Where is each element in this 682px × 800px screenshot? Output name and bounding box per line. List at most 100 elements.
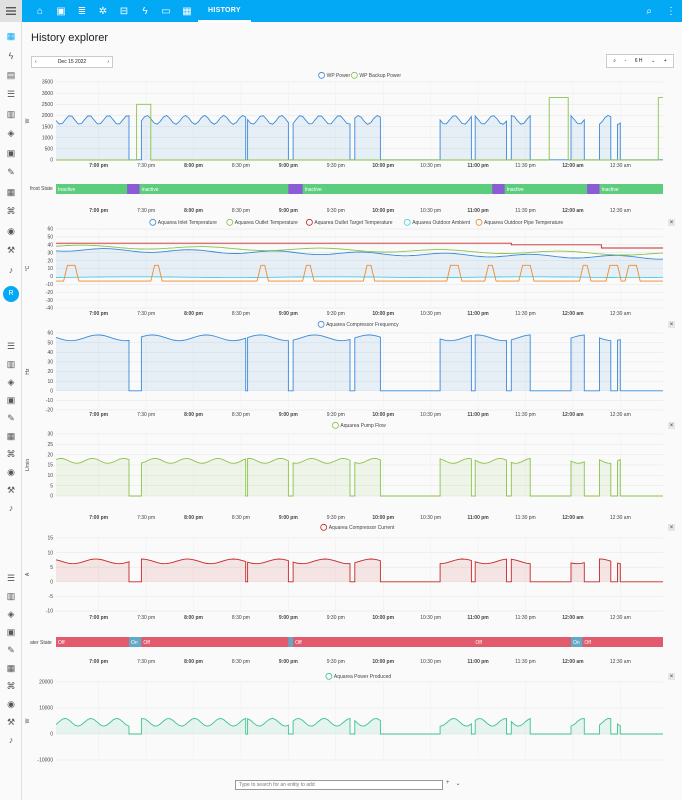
outdoor-pipe-temp-line[interactable] <box>56 264 663 282</box>
bell-icon[interactable]: ♪ <box>8 503 14 513</box>
database-icon[interactable]: ◉ <box>7 698 15 709</box>
legend-label[interactable]: Aquarea Compressor Frequency <box>326 322 399 328</box>
network-icon[interactable]: ⌘ <box>6 448 16 459</box>
database-icon[interactable]: ◉ <box>7 466 15 477</box>
legend-label[interactable]: Aquarea Power Produced <box>334 674 391 680</box>
legend-label[interactable]: Aquarea Outlet Temperature <box>235 220 298 226</box>
zoom-in-button[interactable]: + <box>663 58 667 64</box>
van-icon[interactable]: ▭ <box>161 5 171 17</box>
next-day-button[interactable]: › <box>107 59 109 65</box>
legend-marker[interactable] <box>403 218 411 226</box>
wp-power-line[interactable] <box>55 114 663 161</box>
chart-legend[interactable]: Aquarea Power Produced <box>325 672 391 680</box>
water-state-timeline[interactable]: Off On Off Off Off On Off <box>56 637 663 647</box>
legend-marker[interactable] <box>305 218 313 226</box>
state-segment[interactable] <box>129 637 142 647</box>
inlet-temp-line[interactable] <box>55 248 664 260</box>
close-icon[interactable]: × <box>668 321 675 328</box>
add-entity-button[interactable]: + <box>446 780 450 786</box>
state-segment[interactable] <box>293 637 474 647</box>
compressor-current-line[interactable] <box>55 558 663 583</box>
close-icon[interactable]: × <box>668 673 675 680</box>
defrost-timeline[interactable]: Inactive Inactive Inactive Inactive Inactive <box>56 184 663 194</box>
legend-label[interactable]: Aquarea Outlet Target Temperature <box>314 220 392 226</box>
state-segment[interactable] <box>141 637 289 647</box>
legend-marker[interactable] <box>350 71 358 79</box>
hammer-icon[interactable]: ⚒ <box>6 716 16 727</box>
shield-icon[interactable]: ◈ <box>7 376 15 387</box>
close-icon[interactable]: × <box>668 524 675 531</box>
state-segment[interactable] <box>473 637 572 647</box>
calendar-icon[interactable]: ▦ <box>6 186 16 197</box>
hammer-icon[interactable]: ⚒ <box>6 245 16 255</box>
chart-legend[interactable]: WP Power WP Backup Power <box>318 71 402 79</box>
hammer-icon[interactable]: ⚒ <box>6 484 16 495</box>
compressor-frequency-line[interactable] <box>55 334 663 392</box>
chart-legend[interactable]: Aquarea Pump Flow <box>331 421 386 429</box>
prev-day-button[interactable]: ‹ <box>35 59 37 65</box>
legend-marker[interactable] <box>475 218 483 226</box>
legend-marker[interactable] <box>320 523 328 531</box>
legend-marker[interactable] <box>317 320 325 328</box>
tab-history[interactable]: HISTORY <box>198 0 251 22</box>
state-segment[interactable] <box>56 637 130 647</box>
car-icon[interactable]: ⊟ <box>119 5 129 17</box>
state-segment[interactable] <box>56 184 128 194</box>
legend-marker[interactable] <box>318 71 326 79</box>
map-icon[interactable]: ▤ <box>6 69 16 80</box>
bell-icon[interactable]: ♪ <box>8 735 14 745</box>
close-icon[interactable]: × <box>668 422 675 429</box>
wp-backup-power-line[interactable] <box>56 97 663 161</box>
legend-label[interactable]: WP Backup Power <box>359 73 401 79</box>
state-segment[interactable] <box>139 184 289 194</box>
close-icon[interactable]: × <box>668 219 675 226</box>
chart-legend[interactable]: Aquarea Inlet Temperature Aquarea Outlet … <box>149 218 564 226</box>
calendar-icon[interactable]: ▦ <box>6 430 16 441</box>
legend-label[interactable]: Aquarea Outdoor Ambient <box>412 220 470 226</box>
outdoor-ambient-line[interactable] <box>56 276 663 279</box>
user-avatar[interactable]: R <box>3 285 19 302</box>
logbook-icon[interactable]: ▥ <box>6 108 16 119</box>
search-icon[interactable]: ⌕ <box>646 5 652 17</box>
state-segment[interactable] <box>302 184 493 194</box>
state-segment[interactable] <box>571 637 583 647</box>
outlet-temp-line[interactable] <box>55 244 664 256</box>
legend-marker[interactable] <box>331 421 339 429</box>
zoom-out-button[interactable]: - <box>624 58 627 64</box>
list-icon[interactable]: ☰ <box>6 572 16 583</box>
more-vert-icon[interactable]: ⋮ <box>666 5 676 17</box>
legend-label[interactable]: Aquarea Compressor Current <box>329 525 395 531</box>
network-icon[interactable]: ⌘ <box>6 680 16 691</box>
logbook-icon[interactable]: ▥ <box>6 590 16 601</box>
legend-label[interactable]: WP Power <box>327 73 351 79</box>
shield-icon[interactable]: ◈ <box>7 128 15 138</box>
database-icon[interactable]: ◉ <box>7 225 15 236</box>
calendar-icon[interactable]: ▦ <box>182 5 192 17</box>
shield-icon[interactable]: ◈ <box>7 608 15 619</box>
calendar-icon[interactable]: ▦ <box>6 662 16 673</box>
building-icon[interactable]: ▣ <box>56 5 66 17</box>
media-icon[interactable]: ▣ <box>6 626 16 637</box>
pump-flow-line[interactable] <box>55 457 663 497</box>
chart-legend[interactable]: Aquarea Compressor Current <box>320 523 395 531</box>
legend-marker[interactable] <box>325 672 333 680</box>
outlet-target-temp-line[interactable] <box>56 242 663 249</box>
state-segment[interactable] <box>504 184 588 194</box>
legend-label[interactable]: Aquarea Inlet Temperature <box>158 220 217 226</box>
state-segment[interactable] <box>582 637 663 647</box>
tools-icon[interactable]: ✎ <box>7 167 15 177</box>
bell-icon[interactable]: ♪ <box>8 265 14 275</box>
radiator-icon[interactable]: ≣ <box>77 5 87 17</box>
legend-label[interactable]: Aquarea Outdoor Pipe Temperature <box>484 220 563 226</box>
logbook-icon[interactable]: ▥ <box>6 358 16 369</box>
zoom-dropdown-icon[interactable]: ⌄ <box>651 58 656 64</box>
energy-icon[interactable]: ϟ <box>8 50 14 61</box>
zoom-control[interactable]: ⌕ - 6 H ⌄ + <box>606 54 674 68</box>
power-produced-line[interactable] <box>55 717 663 735</box>
legend-marker[interactable] <box>226 218 234 226</box>
media-icon[interactable]: ▣ <box>6 147 16 158</box>
date-range-picker[interactable]: ‹ Dec 15 2022 › <box>31 56 113 68</box>
tools-icon[interactable]: ✎ <box>7 412 15 423</box>
list-icon[interactable]: ☰ <box>6 340 16 351</box>
state-segment[interactable] <box>599 184 663 194</box>
